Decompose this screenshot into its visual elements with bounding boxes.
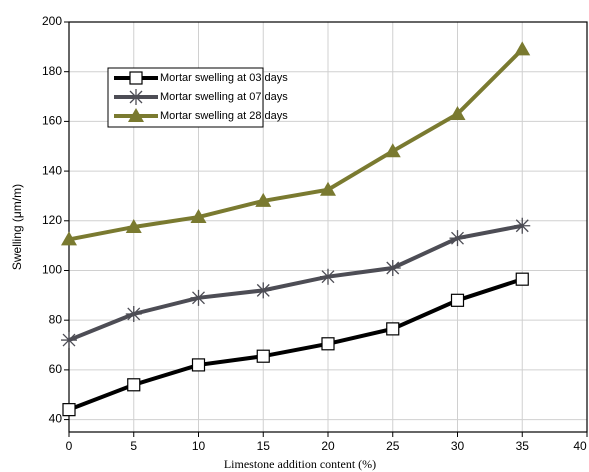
y-axis-label: Swelling (μm/m) [10,184,24,270]
series-line [68,277,523,412]
marker [384,143,401,158]
marker [255,282,272,299]
marker [320,181,336,196]
marker [190,289,207,306]
legend-label: Mortar swelling at 28 days [160,110,288,122]
marker [449,105,466,120]
marker [127,378,141,392]
series-line [68,223,523,342]
y-tick-label: 180 [42,64,62,78]
marker [61,332,77,349]
y-tick-label: 100 [42,263,62,277]
legend-marker [128,89,144,105]
marker [191,358,206,372]
y-tick-label: 160 [42,114,62,128]
x-tick-label: 40 [573,439,587,453]
x-tick-label: 20 [321,439,335,453]
marker [255,192,272,207]
marker [449,230,466,247]
legend-marker [128,108,144,122]
marker [386,322,400,336]
y-tick-label: 140 [42,163,62,177]
marker [190,209,207,224]
plot-frame [68,21,588,433]
marker [515,272,529,286]
y-tick-label: 80 [49,312,63,326]
marker [61,231,77,246]
marker [321,337,335,351]
x-tick-label: 10 [192,439,206,453]
marker [320,268,336,285]
x-tick-label: 25 [386,439,400,453]
marker [62,403,76,417]
marker [125,219,142,233]
marker [514,217,531,234]
legend-label: Mortar swelling at 03 days [160,72,288,84]
marker [514,41,531,56]
series-line [68,47,524,242]
x-axis-label: Limestone addition content (%) [224,457,376,471]
x-tick-label: 0 [66,439,73,453]
legend-marker [129,71,143,85]
y-tick-label: 200 [42,14,62,28]
x-tick-label: 15 [257,439,271,453]
x-tick-label: 30 [451,439,465,453]
x-tick-label: 35 [516,439,530,453]
y-tick-label: 60 [49,362,63,376]
marker [256,349,270,363]
marker [384,260,401,276]
y-tick-label: 40 [49,412,63,426]
y-tick-label: 120 [42,213,62,227]
marker [450,293,465,307]
legend-label: Mortar swelling at 07 days [160,91,288,103]
marker [125,305,142,322]
x-tick-label: 5 [130,439,137,453]
